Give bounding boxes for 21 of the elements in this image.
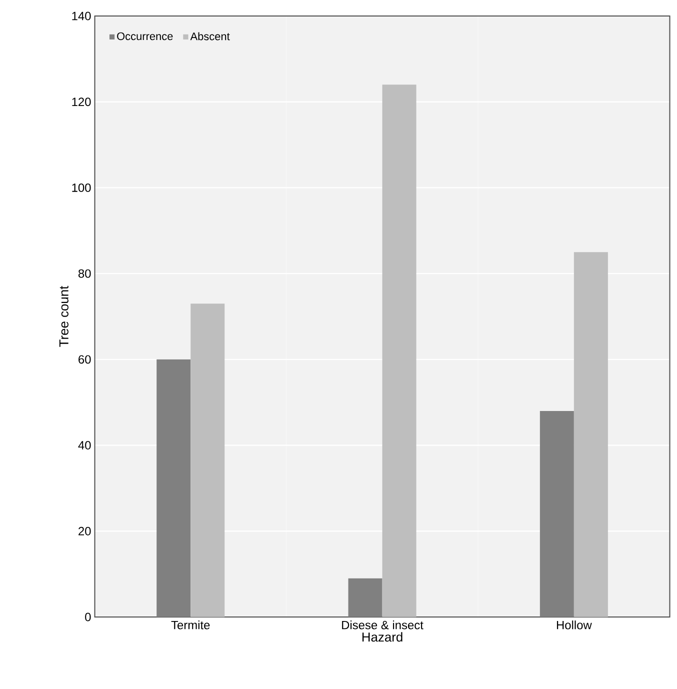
bar bbox=[540, 410, 574, 617]
y-tick-label: 40 bbox=[78, 441, 91, 450]
x-tick-label: Hollow bbox=[557, 620, 592, 630]
y-tick-label: 20 bbox=[78, 526, 91, 536]
y-tick-label: 120 bbox=[72, 98, 91, 106]
x-tick-label: Termite bbox=[171, 620, 210, 630]
legend-label: Abscent bbox=[190, 32, 230, 40]
bar bbox=[156, 359, 191, 617]
bar bbox=[382, 84, 416, 617]
y-tick-label: 0 bbox=[85, 612, 91, 622]
y-tick-label: 140 bbox=[72, 12, 91, 20]
x-tick-label: Disese & insect bbox=[342, 620, 424, 630]
bar bbox=[348, 578, 382, 617]
bar bbox=[574, 252, 608, 617]
y-tick-label: 60 bbox=[78, 355, 91, 364]
bar bbox=[190, 304, 225, 617]
y-tick-label: 80 bbox=[78, 269, 91, 278]
x-axis-title: Hazard bbox=[362, 632, 402, 642]
y-tick-label: 100 bbox=[72, 183, 91, 192]
y-axis-title: Tree count bbox=[60, 286, 69, 347]
legend-label: Occurrence bbox=[117, 32, 173, 40]
